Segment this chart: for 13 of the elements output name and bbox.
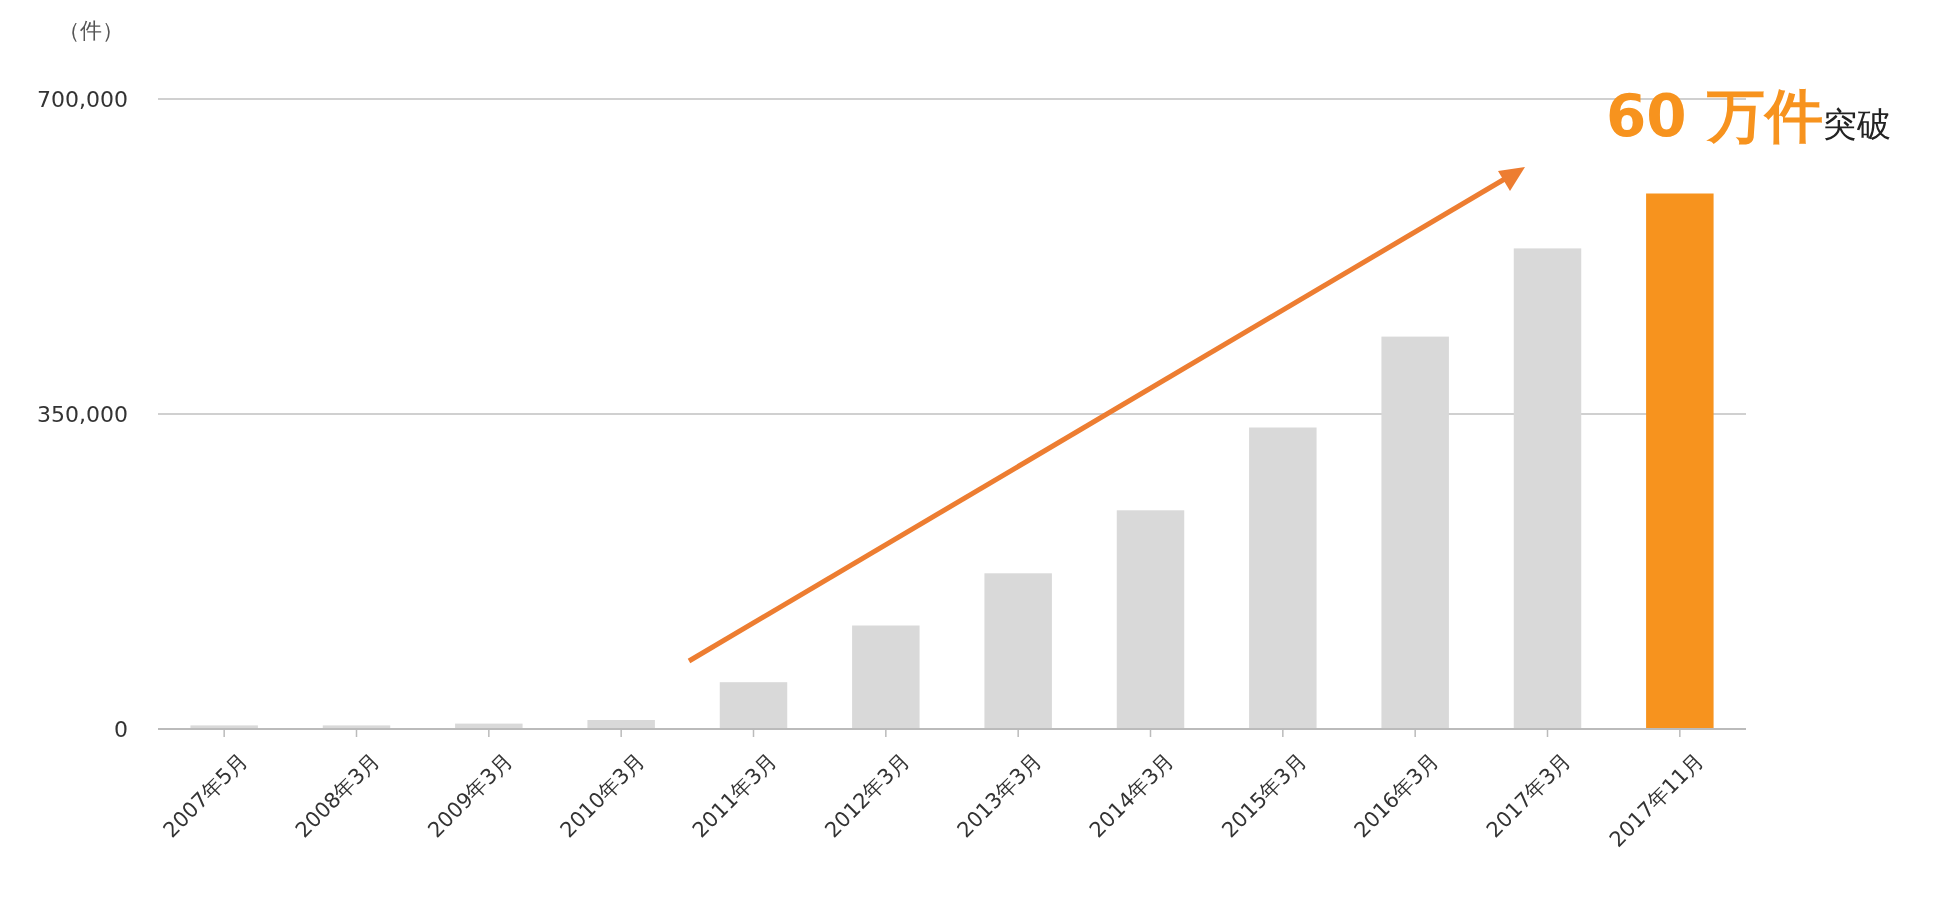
bar [587,720,655,729]
annotation: 60 万件 [1606,82,1823,150]
bar [1116,510,1185,729]
y-tick-label: 700,000 [37,86,128,112]
y-axis-title: （件） [58,18,124,43]
bar [1249,427,1317,729]
text: 突破 [1822,104,1891,144]
y-tick-label: 0 [114,716,128,742]
bar [1646,193,1714,729]
bar [852,625,920,729]
bar [719,682,788,729]
y-tick-label: 350,000 [37,401,128,427]
bar [984,573,1052,729]
